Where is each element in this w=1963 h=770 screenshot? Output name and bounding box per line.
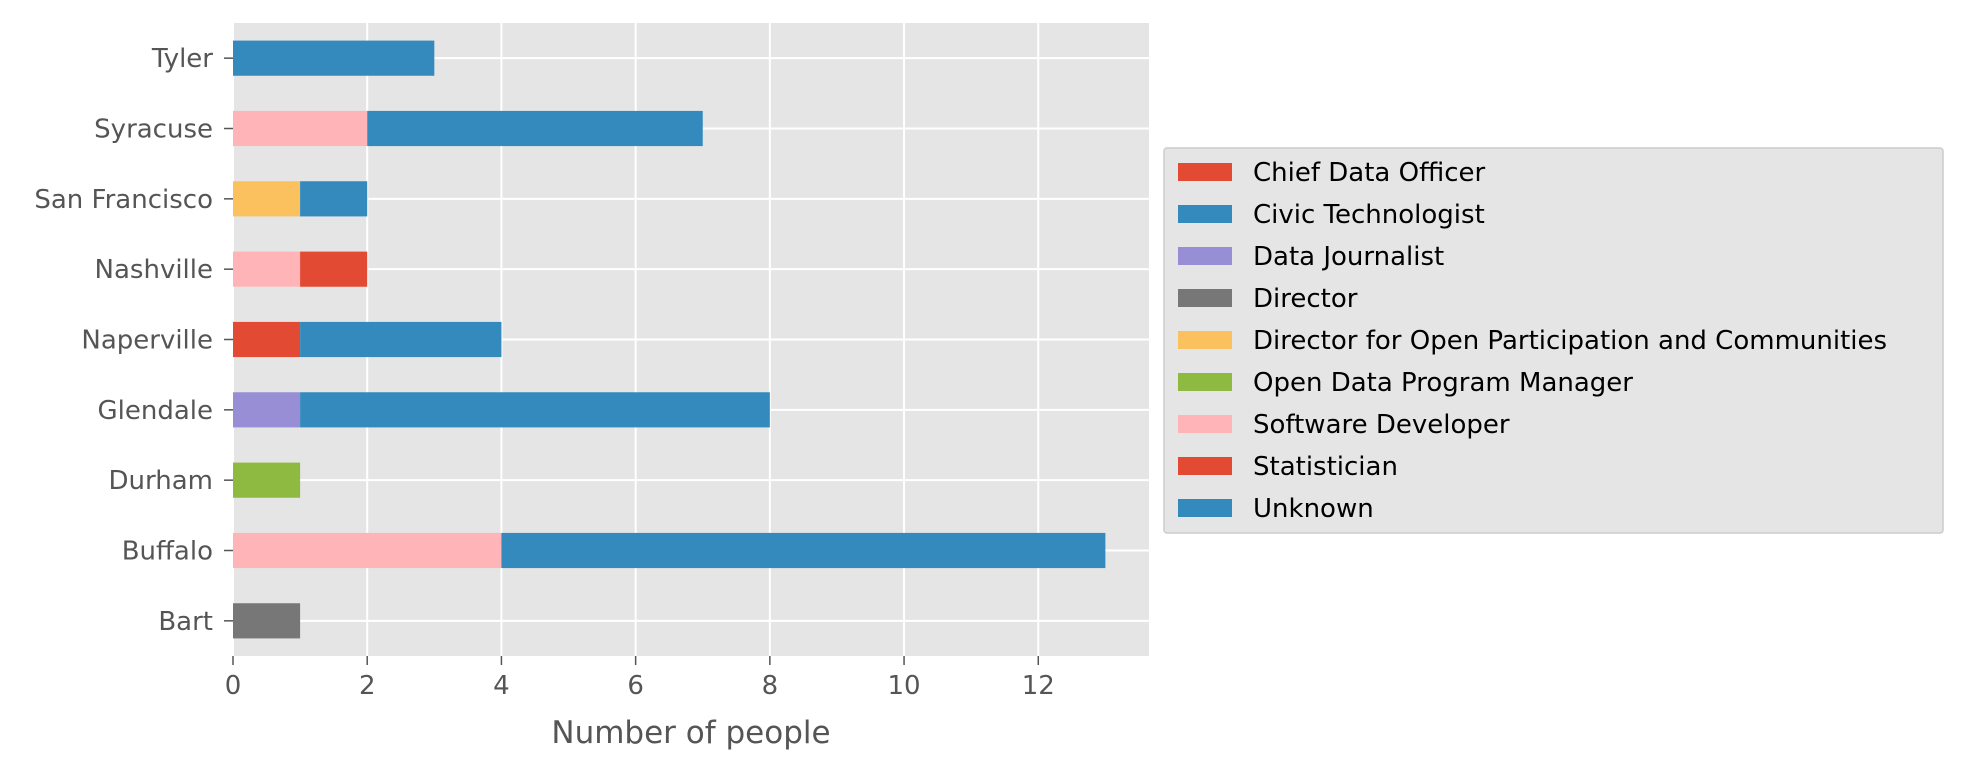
axes: 0 2 4 6 8 10 12 Bart Buffalo Durham Glendale Naperv… [34,44,1054,701]
legend-label: Open Data Program Manager [1253,368,1633,398]
legend-swatch [1178,205,1232,223]
x-tick-label: 4 [493,671,510,701]
y-tick-label: Nashville [95,255,213,285]
x-axis-title: Number of people [551,715,830,751]
y-tick-label: San Francisco [34,185,213,215]
legend-swatch [1178,373,1232,391]
x-tick-label: 0 [225,671,242,701]
legend-label: Chief Data Officer [1253,158,1486,188]
legend-swatch [1178,247,1232,265]
x-tick-label: 12 [1022,671,1055,701]
bar-segment [501,532,1106,569]
y-tick-label: Glendale [97,396,213,426]
legend-label: Director [1253,284,1358,314]
legend-swatch [1178,163,1232,181]
bar-segment [233,40,435,76]
bar-segment [233,532,502,569]
bar-segment [300,181,368,217]
bar-segment [300,251,368,287]
bar-segment [233,392,301,428]
bar-segment [300,321,502,358]
legend-swatch [1178,331,1232,349]
legend: Chief Data Officer Civic Technologist Data… [1163,147,1944,534]
legend-label: Software Developer [1253,410,1510,440]
bar-segment [233,462,301,498]
legend-label: Unknown [1253,494,1374,524]
y-tick-label: Naperville [81,326,213,356]
plot-area [232,23,1149,656]
legend-swatch [1178,499,1232,517]
bar-segment [300,392,770,428]
bar-segment [233,181,301,217]
legend-swatch [1178,289,1232,307]
legend-label: Director for Open Participation and Comm… [1253,326,1887,356]
legend-label: Civic Technologist [1253,200,1485,230]
x-tick-label: 2 [359,671,376,701]
x-tick-label: 8 [762,671,779,701]
y-tick-label: Buffalo [122,537,213,567]
bar-segment [233,110,368,147]
legend-label: Statistician [1253,452,1398,482]
y-tick-label: Tyler [151,44,213,74]
y-tick-label: Syracuse [94,115,213,145]
legend-label: Data Journalist [1253,242,1444,272]
y-tick-label: Durham [109,466,213,496]
y-tick-label: Bart [158,607,213,637]
legend-swatch [1178,415,1232,433]
bar-segment [233,603,301,639]
bar-segment [233,251,301,287]
x-tick-label: 10 [888,671,921,701]
x-tick-label: 6 [627,671,644,701]
bar-segment [367,110,703,147]
legend-frame [1163,147,1944,534]
legend-swatch [1178,457,1232,475]
bar-segment [233,321,301,358]
